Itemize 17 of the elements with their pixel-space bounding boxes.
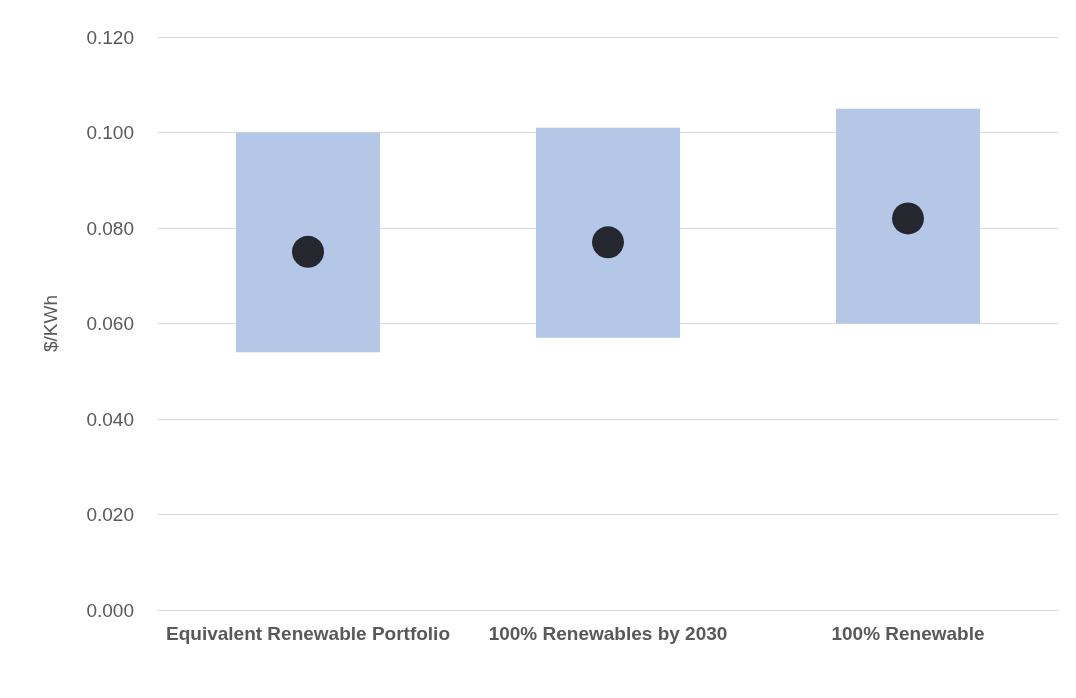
y-axis-title: $/KWh bbox=[40, 294, 61, 353]
y-tick-label: 0.080 bbox=[86, 217, 134, 239]
point bbox=[292, 235, 324, 268]
bar bbox=[536, 127, 680, 338]
point bbox=[892, 202, 924, 235]
point bbox=[592, 226, 624, 259]
x-tick-label: 100% Renewable bbox=[831, 623, 985, 644]
x-tick-label: Equivalent Renewable Portfolio bbox=[166, 623, 450, 644]
y-tick-label: 0.000 bbox=[86, 599, 134, 621]
y-tick-label: 0.120 bbox=[86, 26, 134, 48]
y-tick-label: 0.060 bbox=[86, 313, 134, 334]
y-tick-label: 0.040 bbox=[86, 408, 134, 430]
bar bbox=[836, 108, 980, 324]
y-tick-label: 0.100 bbox=[86, 122, 134, 143]
bar bbox=[236, 132, 380, 353]
x-tick-label: 100% Renewables by 2030 bbox=[488, 623, 728, 644]
y-tick-label: 0.020 bbox=[86, 504, 134, 525]
